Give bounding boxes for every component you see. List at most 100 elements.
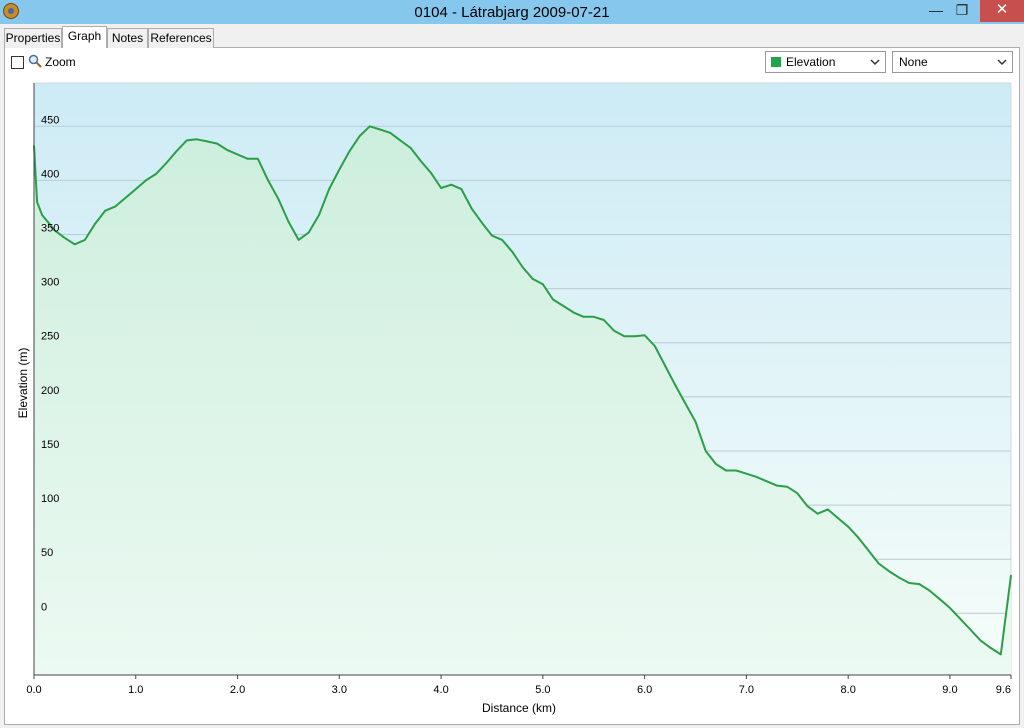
elevation-point (755, 476, 758, 478)
elevation-point (470, 207, 473, 210)
elevation-point (643, 334, 646, 337)
window-title: 0104 - Látrabjarg 2009-07-21 (414, 4, 610, 21)
elevation-point (888, 570, 890, 572)
elevation-point (949, 607, 951, 609)
app-icon[interactable] (3, 3, 19, 19)
elevation-point (318, 214, 320, 216)
y-tick-label: 0 (41, 601, 47, 613)
elevation-point (419, 160, 422, 162)
elevation-point (246, 158, 249, 160)
elevation-point (877, 562, 880, 565)
elevation-point (939, 598, 941, 600)
title-bar: 0104 - Látrabjarg 2009-07-21 — ❐ ✕ (0, 0, 1024, 24)
elevation-point (827, 508, 829, 511)
elevation-point (1000, 653, 1002, 656)
x-tick-label: 4.0 (433, 684, 448, 696)
elevation-point (837, 517, 839, 519)
close-button[interactable]: ✕ (980, 0, 1024, 22)
x-tick-label: 1.0 (128, 684, 143, 696)
tab-graph[interactable]: Graph (62, 26, 107, 48)
y-tick-labels: 0 50 100 150 200 250 300 350 400 450 (41, 114, 59, 613)
elevation-point (857, 536, 860, 539)
tab-properties[interactable]: Properties (4, 28, 62, 48)
elevation-point (796, 492, 799, 495)
elevation-point (460, 188, 463, 190)
chevron-down-icon (870, 59, 880, 66)
elevation-point (582, 316, 585, 318)
elevation-point (430, 172, 432, 174)
elevation-point (63, 237, 66, 239)
elevation-point (348, 150, 351, 152)
elevation-point (369, 125, 371, 128)
elevation-point (664, 364, 666, 367)
elevation-point (358, 135, 361, 137)
elevation-point (928, 589, 931, 592)
elevation-point (409, 147, 412, 149)
y-tick-label: 400 (41, 168, 59, 180)
elevation-point (562, 305, 564, 307)
x-tick-label: 9.6 (996, 684, 1011, 696)
elevation-point (196, 138, 198, 141)
elevation-point (53, 229, 56, 231)
elevation-point (450, 183, 453, 186)
y-tick-label: 250 (41, 331, 59, 343)
elevation-point (1010, 574, 1012, 577)
x-tick-label: 8.0 (841, 684, 856, 696)
elevation-point (84, 239, 86, 241)
elevation-point (552, 298, 554, 301)
tab-notes[interactable]: Notes (107, 28, 148, 48)
elevation-point (297, 239, 300, 241)
elevation-point (94, 222, 96, 225)
elevation-point (745, 472, 748, 475)
chevron-down-icon (997, 59, 1007, 66)
elevation-point (185, 139, 188, 142)
elevation-point (481, 221, 483, 224)
x-tick-label: 7.0 (739, 684, 754, 696)
x-tick-label: 3.0 (332, 684, 347, 696)
elevation-point (175, 150, 178, 152)
elevation-point (145, 179, 147, 182)
elevation-point (592, 316, 595, 318)
elevation-point (155, 173, 157, 175)
elevation-point (531, 278, 534, 280)
elevation-point (989, 647, 992, 649)
elevation-point (206, 140, 208, 143)
elevation-point (287, 220, 290, 223)
elevation-point (216, 142, 218, 145)
elevation-point (501, 239, 503, 241)
elevation-point (41, 214, 43, 216)
elevation-point (338, 168, 341, 171)
minimize-button[interactable]: — (929, 2, 943, 18)
elevation-point (969, 628, 972, 631)
elevation-point (867, 549, 870, 552)
tab-references[interactable]: References (148, 28, 214, 48)
secondary-series-select[interactable]: None (892, 51, 1013, 73)
elevation-point (898, 576, 900, 579)
elevation-point (776, 484, 778, 487)
zoom-checkbox[interactable] (11, 56, 24, 69)
restore-button[interactable]: ❐ (955, 2, 969, 18)
x-tick-labels: 0.0 1.0 2.0 3.0 4.0 5.0 6.0 7.0 8.0 9.0 9.6 (26, 675, 1012, 696)
x-axis-label: Distance (km) (482, 701, 556, 715)
elevation-point (440, 187, 442, 189)
primary-series-select[interactable]: Elevation (765, 51, 886, 73)
x-tick-label: 5.0 (535, 684, 550, 696)
elevation-point (633, 335, 636, 338)
elevation-point (684, 402, 687, 405)
elevation-point (104, 209, 106, 212)
elevation-point (735, 469, 737, 472)
elevation-point (389, 132, 392, 134)
elevation-point (124, 196, 127, 199)
magnifier-icon (28, 54, 42, 68)
elevation-point (542, 283, 544, 286)
elevation-point (694, 420, 697, 423)
y-tick-label: 100 (41, 493, 59, 505)
elevation-area (34, 126, 1011, 676)
elevation-point (674, 384, 676, 386)
elevation-point (572, 311, 575, 314)
elevation-point (908, 582, 910, 584)
elevation-point (786, 485, 788, 488)
elevation-point (654, 345, 656, 347)
elevation-point (806, 505, 809, 508)
elevation-point (48, 222, 51, 225)
